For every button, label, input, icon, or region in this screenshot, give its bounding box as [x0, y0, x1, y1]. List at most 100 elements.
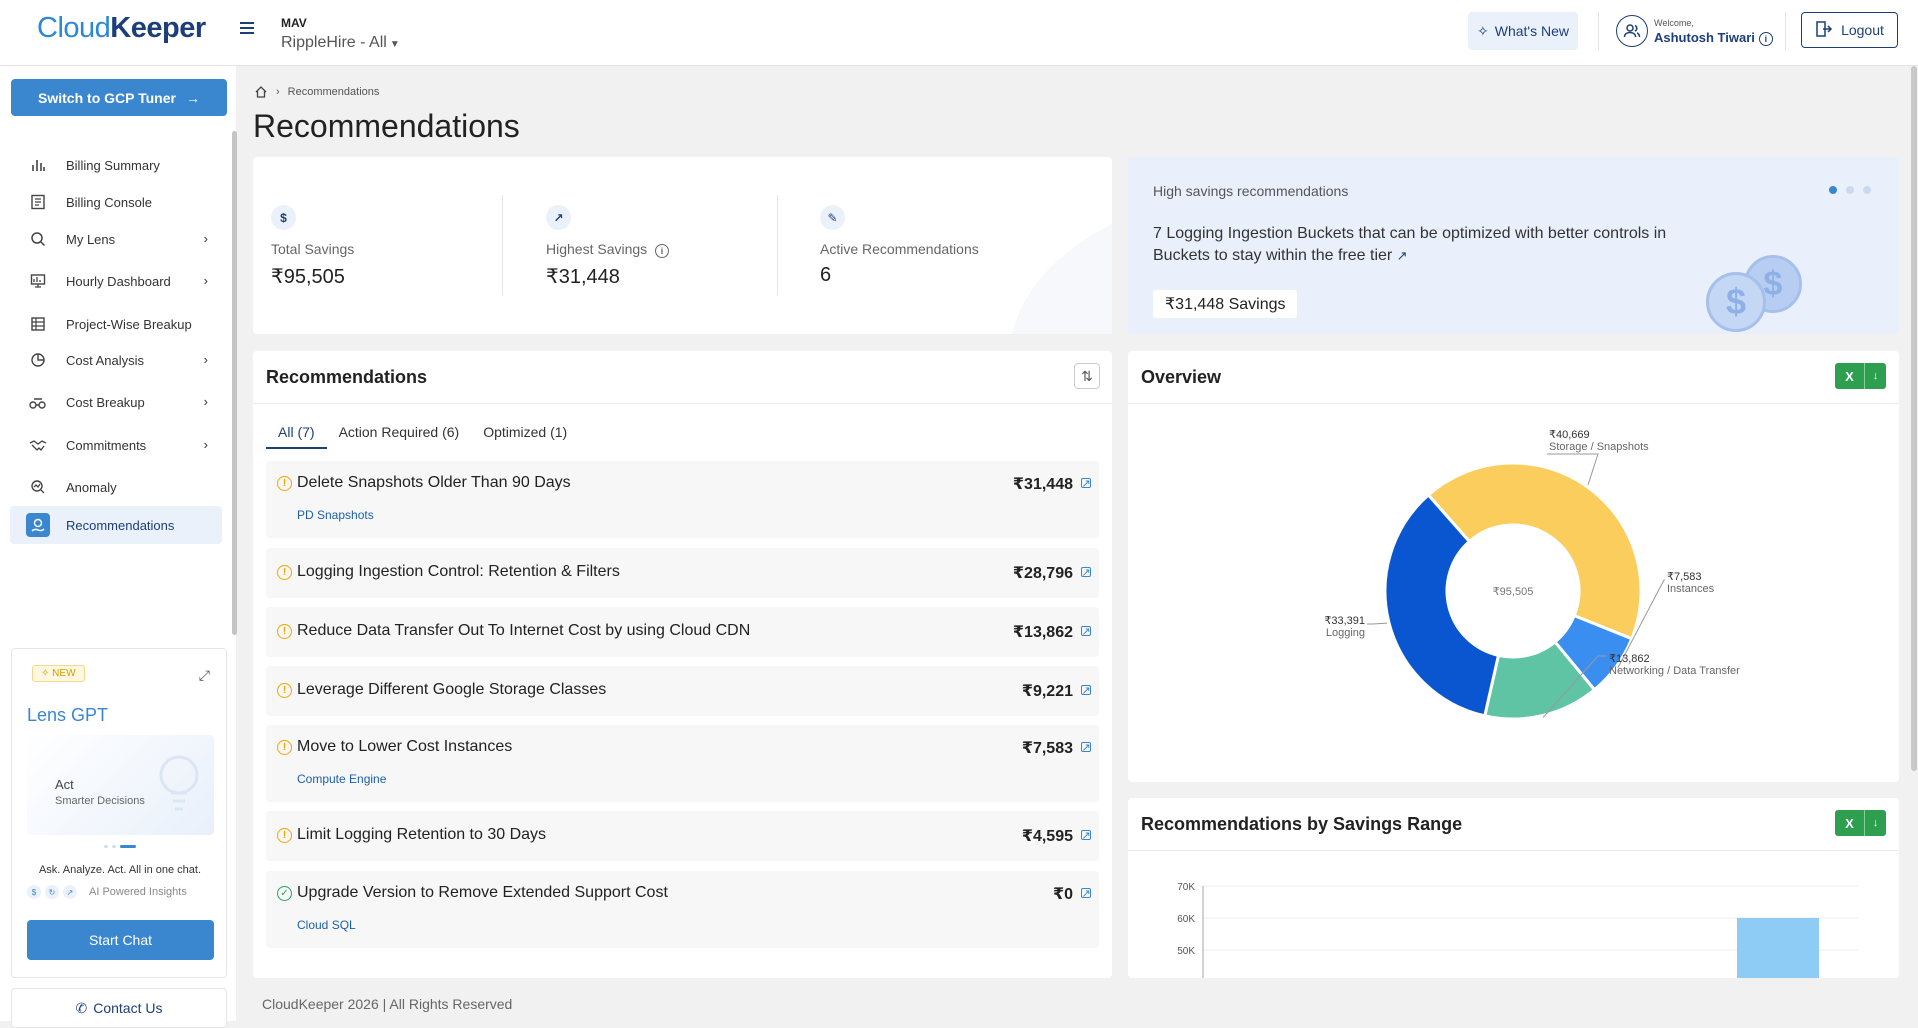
sidebar-item-billing-summary[interactable]: Billing Summary [10, 146, 222, 184]
switch-label: Switch to GCP Tuner [38, 89, 176, 106]
sidebar-scrollbar[interactable] [232, 131, 237, 635]
carousel-dot[interactable] [1863, 186, 1871, 194]
lightbulb-icon [159, 755, 199, 811]
carousel-dot[interactable] [112, 845, 116, 848]
sidebar-item-label: Recommendations [66, 517, 175, 533]
donut-slice[interactable] [1426, 461, 1643, 641]
stat-value: ₹31,448 [546, 266, 620, 288]
recommendations-icon [26, 513, 50, 537]
refresh-icon: ↻ [45, 885, 59, 899]
user-profile[interactable]: Welcome, Ashutosh Tiwari i [1616, 12, 1776, 50]
sidebar-item-label: My Lens [66, 231, 116, 247]
warning-icon: ! [277, 740, 292, 755]
sidebar-item-commitments[interactable]: Commitments › [10, 426, 222, 464]
carousel-dot[interactable] [104, 845, 108, 848]
lens-gpt-card: ✧ NEW ⤢ Lens GPT Act Smarter Decisions A… [11, 648, 227, 978]
sidebar-item-label: Cost Breakup [66, 394, 145, 410]
chevron-right-icon: › [203, 394, 208, 409]
cloudkeeper-logo[interactable]: CloudKeeper [37, 12, 206, 44]
external-link-icon[interactable]: ↗ [1396, 248, 1408, 263]
preview-subtitle: Smarter Decisions [55, 795, 145, 807]
sort-button[interactable]: ⇅ [1074, 363, 1100, 389]
recommendation-item[interactable]: ! Delete Snapshots Older Than 90 Days PD… [266, 461, 1099, 538]
start-chat-button[interactable]: Start Chat [27, 920, 214, 960]
savings-range-bar[interactable] [1737, 918, 1819, 978]
high-savings-card[interactable]: High savings recommendations 7 Logging I… [1128, 157, 1899, 334]
cost-breakup-icon [26, 390, 50, 414]
sidebar-item-label: Commitments [66, 437, 147, 453]
sidebar-item-my-lens[interactable]: My Lens › [10, 220, 222, 258]
trend-up-icon: ↗ [63, 885, 77, 899]
recommendation-savings: ₹7,583 [1021, 740, 1073, 757]
stat-label: Highest Savings i [546, 241, 670, 258]
info-icon[interactable]: i [655, 244, 670, 258]
recommendation-service[interactable]: Compute Engine [297, 772, 387, 786]
external-link-icon[interactable]: ↗ [1081, 829, 1091, 842]
expand-icon[interactable]: ⤢ [198, 667, 210, 683]
main-scrollbar[interactable] [1911, 66, 1917, 771]
high-savings-amount: ₹31,448 Savings [1153, 290, 1298, 318]
switch-to-gcp-tuner-button[interactable]: Switch to GCP Tuner → [11, 79, 227, 116]
carousel-dot[interactable] [1846, 186, 1854, 194]
donut-center-label: ₹95,505 [1493, 586, 1534, 598]
recommendation-service[interactable]: PD Snapshots [297, 508, 374, 522]
recommendation-item[interactable]: ! Move to Lower Cost Instances Compute E… [266, 725, 1099, 802]
external-link-icon[interactable]: ↗ [1081, 477, 1091, 490]
external-link-icon[interactable]: ↗ [1081, 684, 1091, 697]
menu-toggle-icon[interactable] [240, 22, 254, 34]
project-selector[interactable]: RippleHire - All ▼ [281, 34, 400, 52]
high-savings-label: High savings recommendations [1153, 183, 1349, 199]
recommendation-item[interactable]: ! Reduce Data Transfer Out To Internet C… [266, 607, 1099, 657]
whats-new-button[interactable]: ✧ What's New [1468, 12, 1578, 50]
recommendation-service[interactable]: Cloud SQL [297, 918, 356, 932]
recommendation-title: Delete Snapshots Older Than 90 Days [297, 474, 571, 491]
carousel-dot-active[interactable] [1829, 186, 1837, 194]
recommendation-title: Upgrade Version to Remove Extended Suppo… [297, 884, 668, 901]
sidebar-item-cost-breakup[interactable]: Cost Breakup › [10, 383, 222, 421]
tab-all[interactable]: All (7) [266, 417, 327, 449]
sidebar-item-recommendations[interactable]: Recommendations [10, 506, 222, 544]
bar-chart-icon [26, 153, 50, 177]
donut-category-label: Storage / Snapshots [1549, 441, 1649, 453]
sidebar-item-cost-analysis[interactable]: Cost Analysis › [10, 341, 222, 379]
sparkle-icon: ✧ [41, 668, 50, 679]
sidebar-item-label: Billing Console [66, 194, 152, 210]
export-excel-button[interactable]: X ↓ [1835, 363, 1886, 389]
footer: CloudKeeper 2026 | All Rights Reserved [236, 978, 1918, 1021]
carousel-dot-active[interactable] [120, 845, 136, 848]
recommendations-card: Recommendations ⇅ All (7) Action Require… [253, 351, 1112, 978]
logout-icon [1815, 20, 1833, 41]
sidebar-item-billing-console[interactable]: Billing Console [10, 183, 222, 221]
recommendation-item[interactable]: ! Logging Ingestion Control: Retention &… [266, 548, 1099, 598]
external-link-icon[interactable]: ↗ [1081, 741, 1091, 754]
export-excel-button[interactable]: X ↓ [1835, 810, 1886, 836]
tab-action-required[interactable]: Action Required (6) [338, 424, 460, 440]
sort-icon: ⇅ [1081, 367, 1093, 384]
excel-icon: X [1835, 810, 1865, 836]
recommendation-item[interactable]: ✓ Upgrade Version to Remove Extended Sup… [266, 871, 1099, 948]
contact-us-button[interactable]: ✆ Contact Us [11, 988, 227, 1028]
chevron-right-icon: › [203, 352, 208, 367]
recommendation-item[interactable]: ! Limit Logging Retention to 30 Days ₹4,… [266, 811, 1099, 861]
recommendation-item[interactable]: ! Leverage Different Google Storage Clas… [266, 666, 1099, 716]
check-circle-icon: ✓ [277, 886, 292, 901]
logout-button[interactable]: Logout [1801, 12, 1898, 48]
breadcrumb-current: Recommendations [287, 86, 380, 98]
donut-value-label: ₹13,862 [1609, 653, 1650, 665]
external-link-icon[interactable]: ↗ [1081, 887, 1091, 900]
home-icon[interactable] [254, 85, 268, 99]
divider [1598, 12, 1599, 50]
donut-slice[interactable] [1383, 492, 1501, 718]
external-link-icon[interactable]: ↗ [1081, 625, 1091, 638]
external-link-icon[interactable]: ↗ [1081, 566, 1091, 579]
sidebar-item-anomaly[interactable]: Anomaly [10, 468, 222, 506]
sidebar-item-project-wise-breakup[interactable]: Project-Wise Breakup [10, 305, 222, 343]
logout-label: Logout [1841, 22, 1884, 38]
anomaly-icon [26, 475, 50, 499]
project-selector-label: RippleHire - All [281, 34, 387, 51]
recommendation-tabs: All (7) Action Required (6) Optimized (1… [266, 417, 579, 449]
info-icon[interactable]: i [1758, 32, 1773, 46]
tab-optimized[interactable]: Optimized (1) [483, 424, 568, 440]
sidebar-item-hourly-dashboard[interactable]: Hourly Dashboard › [10, 262, 222, 300]
